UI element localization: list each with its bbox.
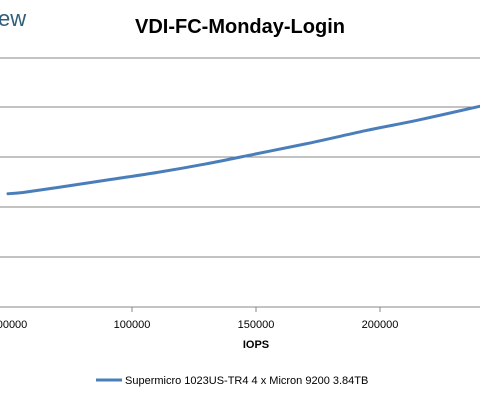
x-tick-label: 00000 [0, 319, 27, 331]
logo-text: ew [0, 6, 26, 31]
x-axis-title: IOPS [243, 339, 269, 351]
x-tick-label: 100000 [114, 319, 151, 331]
series-line [6, 104, 480, 196]
legend: Supermicro 1023US-TR4 4 x Micron 9200 3.… [96, 375, 368, 387]
x-tick-label: 200000 [362, 319, 399, 331]
legend-label: Supermicro 1023US-TR4 4 x Micron 9200 3.… [125, 375, 368, 387]
x-tick-label: 150000 [238, 319, 275, 331]
x-axis-ticks: 00000 100000 150000 200000 [0, 307, 398, 331]
chart-title: VDI-FC-Monday-Login [135, 16, 345, 38]
